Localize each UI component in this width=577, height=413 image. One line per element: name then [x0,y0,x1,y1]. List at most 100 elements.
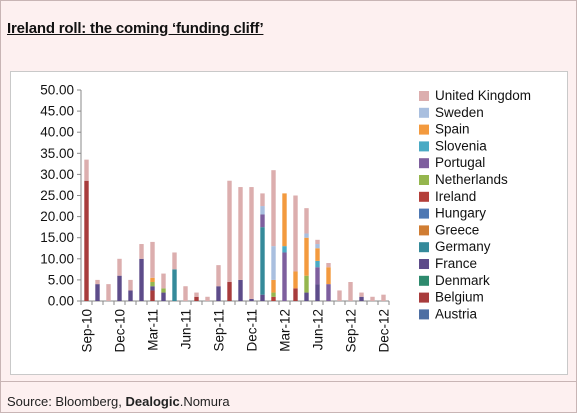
bar-segment-france [117,275,122,301]
bar-segment-spain [150,277,155,283]
bar-segment-united-kingdom [161,273,166,289]
x-tick-label: Sep-10 [80,309,95,353]
legend-label: Denmark [435,273,490,288]
bar-segment-united-kingdom [337,290,342,301]
legend-swatch [419,141,429,152]
bar-segment-united-kingdom [304,208,309,234]
bar-segment-france [128,290,133,301]
bar-segment-united-kingdom [348,282,353,301]
bar-segment-germany [172,269,177,301]
x-tick-label: Jun-11 [179,309,194,349]
x-tick-label: Dec-11 [245,309,260,352]
bar-segment-belgium [293,288,298,301]
legend-swatch [419,107,429,118]
bar-segment-ireland [271,296,276,301]
bar-segment-united-kingdom [95,279,100,285]
legend-label: Hungary [435,206,486,221]
legend-swatch [419,175,429,185]
legend-swatch [419,259,429,269]
legend-swatch [419,292,429,303]
bar-segment-spain [315,248,320,261]
legend-swatch [419,158,429,169]
bar-segment-united-kingdom [172,252,177,270]
bar-segment-netherlands [271,292,276,297]
legend-swatch [419,208,429,219]
legend-label: Sweden [435,105,484,120]
y-tick-label: 35.00 [40,146,74,161]
bar-segment-united-kingdom [139,244,144,259]
stacked-bar-chart: 0.00 5.00 10.00 15.00 20.00 25.00 30.00 35.00 40… [40,83,531,353]
bar-segment-spain [326,267,331,285]
bar-segment-germany [260,227,265,295]
source-suffix: .Nomura [179,394,230,409]
bar-segment-portugal [282,252,287,301]
legend-swatch [419,191,429,202]
bar-segment-belgium [227,282,232,301]
bar-segment-belgium [194,296,199,301]
y-tick-label: 0.00 [48,294,74,309]
bar-segment-united-kingdom [249,187,254,299]
bar-segment-united-kingdom [227,180,232,283]
bar-segment-belgium [84,180,89,301]
legend-swatch [419,124,429,135]
legend-label: Spain [435,122,470,137]
bar-segment-france [216,286,221,301]
source-prefix: Source: Bloomberg, [7,394,126,409]
bar-segment-united-kingdom [293,195,298,272]
legend-label: Slovenia [435,138,487,153]
legend-label: Germany [435,239,491,254]
bar-segment-france [304,292,309,301]
bar-segment-belgium [150,290,155,301]
legend-label: Netherlands [435,172,508,187]
bar-segment-united-kingdom [150,241,155,278]
bar-segment-france [359,296,364,301]
bar-segment-united-kingdom [106,284,111,301]
legend-label: Portugal [435,155,485,170]
bar-segment-united-kingdom [381,294,386,301]
legend-label: France [435,256,477,271]
bar-segment-united-kingdom [370,296,375,301]
x-tick-label: Dec-10 [113,309,128,353]
source-bold: Dealogic [125,394,180,409]
x-tick-label: Mar-12 [278,309,293,352]
bar-segment-sweden [304,233,309,238]
bar-segment-united-kingdom [183,286,188,301]
bar-segment-united-kingdom [271,170,276,247]
legend-label: Austria [435,306,478,321]
bar-segment-france [150,286,155,291]
bar-segment-spain [282,193,287,247]
bar-segment-netherlands [304,275,309,293]
legend-swatch [419,225,429,236]
bar-segment-spain [293,271,298,289]
x-tick-label: Sep-11 [212,309,227,352]
legend-swatch [419,275,429,286]
x-tick-label: Sep-12 [344,309,359,353]
bar-segment-united-kingdom [238,187,243,280]
bar-segment-france [260,294,265,301]
bar-segment-united-kingdom [84,159,89,181]
bar-segment-united-kingdom [216,265,221,287]
bar-segment-united-kingdom [205,296,210,301]
legend-label: Belgium [435,290,484,305]
bar-segment-netherlands [150,282,155,287]
bar-segment-united-kingdom [194,292,199,297]
bar-segment-slovenia [282,246,287,253]
source-note: Source: Bloomberg, Dealogic.Nomura [7,394,230,409]
x-tick-label: Dec-12 [377,309,392,353]
bar-segment-france [95,284,100,301]
y-tick-label: 50.00 [40,83,74,98]
bar-segment-spain [271,279,276,293]
bar-segment-slovenia [315,260,320,268]
y-tick-label: 40.00 [40,125,74,140]
bar-segment-united-kingdom [117,258,122,276]
y-tick-label: 25.00 [40,188,74,203]
bar-segment-france [315,284,320,301]
bar-segment-france [249,298,254,301]
legend-label: Ireland [435,189,476,204]
chart-area: 0.00 5.00 10.00 15.00 20.00 25.00 30.00 35.00 40… [10,71,568,375]
y-tick-label: 10.00 [40,251,74,266]
y-tick-label: 20.00 [40,209,74,224]
page-title: Ireland roll: the coming ‘funding cliff’ [7,20,264,37]
bar-segment-france [238,279,243,301]
